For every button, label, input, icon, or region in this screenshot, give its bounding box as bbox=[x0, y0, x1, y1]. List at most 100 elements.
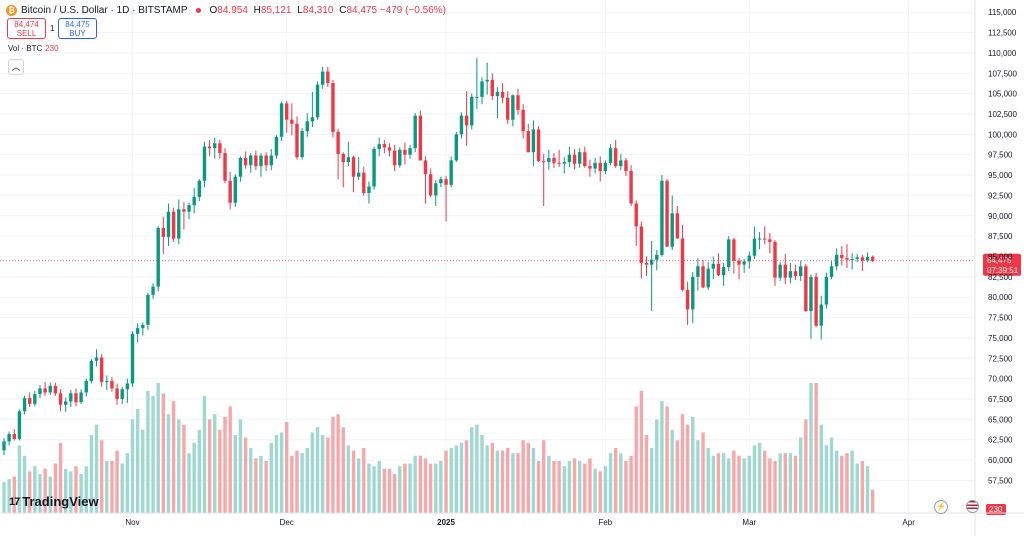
candle-body[interactable] bbox=[110, 381, 114, 389]
candle-body[interactable] bbox=[274, 136, 279, 156]
candle-body[interactable] bbox=[17, 411, 22, 439]
candle-body[interactable] bbox=[603, 162, 608, 171]
candle-body[interactable] bbox=[315, 84, 320, 118]
candle-body[interactable] bbox=[788, 271, 793, 278]
candle-body[interactable] bbox=[572, 154, 577, 164]
candle-body[interactable] bbox=[824, 276, 829, 305]
candle-body[interactable] bbox=[655, 254, 659, 260]
candle-body[interactable] bbox=[341, 153, 345, 163]
candle-body[interactable] bbox=[141, 324, 145, 329]
candle-body[interactable] bbox=[865, 256, 870, 261]
candle-body[interactable] bbox=[320, 71, 325, 85]
candle-body[interactable] bbox=[850, 258, 854, 260]
candle-body[interactable] bbox=[562, 162, 566, 164]
candle-body[interactable] bbox=[413, 115, 417, 149]
candle-body[interactable] bbox=[870, 256, 875, 261]
candle-body[interactable] bbox=[629, 171, 633, 204]
candle-body[interactable] bbox=[608, 148, 613, 163]
candle-body[interactable] bbox=[28, 398, 32, 404]
candle-body[interactable] bbox=[840, 254, 844, 259]
candle-body[interactable] bbox=[583, 152, 587, 167]
candle-body[interactable] bbox=[773, 241, 777, 278]
candle-body[interactable] bbox=[588, 166, 592, 169]
candle-body[interactable] bbox=[187, 205, 191, 212]
candle-body[interactable] bbox=[146, 294, 150, 325]
candle-body[interactable] bbox=[845, 258, 849, 260]
candle-body[interactable] bbox=[521, 109, 525, 132]
candle-body[interactable] bbox=[269, 155, 273, 166]
candle-body[interactable] bbox=[624, 160, 628, 171]
candle-body[interactable] bbox=[542, 161, 546, 163]
candle-body[interactable] bbox=[721, 267, 726, 276]
tradingview-logo[interactable]: 17 TradingView bbox=[9, 494, 99, 509]
candle-body[interactable] bbox=[536, 129, 541, 162]
candle-body[interactable] bbox=[855, 257, 859, 259]
candle-body[interactable] bbox=[809, 276, 813, 312]
candle-body[interactable] bbox=[223, 153, 227, 181]
candle-body[interactable] bbox=[326, 71, 330, 84]
candle-body[interactable] bbox=[531, 129, 536, 153]
candle-body[interactable] bbox=[511, 95, 515, 120]
candle-body[interactable] bbox=[526, 131, 530, 153]
candle-body[interactable] bbox=[151, 286, 155, 295]
candle-body[interactable] bbox=[752, 238, 757, 256]
candle-body[interactable] bbox=[12, 434, 16, 439]
candle-body[interactable] bbox=[732, 239, 736, 261]
collapse-chevron-icon[interactable]: ︿ bbox=[8, 59, 24, 75]
candle-body[interactable] bbox=[763, 238, 767, 240]
candle-body[interactable] bbox=[243, 157, 248, 166]
candle-body[interactable] bbox=[310, 117, 315, 122]
candle-body[interactable] bbox=[423, 160, 428, 175]
candle-body[interactable] bbox=[94, 357, 99, 361]
candle-body[interactable] bbox=[464, 115, 469, 126]
candle-body[interactable] bbox=[43, 388, 47, 393]
us-flag-icon[interactable] bbox=[966, 500, 979, 513]
candle-body[interactable] bbox=[737, 260, 741, 265]
candle-body[interactable] bbox=[567, 154, 572, 163]
candle-body[interactable] bbox=[33, 394, 37, 404]
candle-body[interactable] bbox=[598, 162, 602, 171]
candle-body[interactable] bbox=[79, 392, 83, 403]
candle-body[interactable] bbox=[649, 259, 654, 265]
candle-body[interactable] bbox=[125, 383, 130, 390]
candle-body[interactable] bbox=[634, 203, 638, 227]
candle-body[interactable] bbox=[660, 180, 664, 255]
candle-body[interactable] bbox=[593, 162, 597, 169]
candle-body[interactable] bbox=[356, 172, 361, 177]
candle-body[interactable] bbox=[834, 254, 839, 267]
candle-body[interactable] bbox=[300, 131, 304, 158]
candle-body[interactable] bbox=[485, 79, 489, 82]
candle-body[interactable] bbox=[130, 333, 135, 384]
candle-body[interactable] bbox=[434, 183, 438, 196]
candle-body[interactable] bbox=[372, 149, 376, 187]
candle-body[interactable] bbox=[470, 96, 474, 126]
candle-body[interactable] bbox=[115, 388, 119, 399]
candle-body[interactable] bbox=[860, 257, 865, 261]
candle-body[interactable] bbox=[577, 152, 582, 164]
candle-body[interactable] bbox=[408, 148, 412, 155]
candle-body[interactable] bbox=[161, 228, 166, 237]
candle-body[interactable] bbox=[58, 393, 63, 405]
candle-body[interactable] bbox=[166, 211, 171, 237]
candle-body[interactable] bbox=[285, 103, 289, 120]
candle-body[interactable] bbox=[398, 149, 402, 166]
candle-body[interactable] bbox=[675, 213, 680, 239]
candle-body[interactable] bbox=[259, 155, 263, 167]
candle-body[interactable] bbox=[84, 381, 88, 393]
candle-body[interactable] bbox=[213, 143, 217, 149]
candle-body[interactable] bbox=[336, 131, 340, 154]
candle-body[interactable] bbox=[793, 271, 798, 277]
candle-body[interactable] bbox=[53, 385, 58, 394]
candle-body[interactable] bbox=[475, 96, 479, 98]
candle-body[interactable] bbox=[38, 388, 42, 395]
candle-body[interactable] bbox=[377, 144, 381, 150]
candle-body[interactable] bbox=[331, 83, 335, 132]
candle-body[interactable] bbox=[778, 264, 782, 278]
candle-body[interactable] bbox=[799, 266, 803, 277]
candle-body[interactable] bbox=[670, 213, 674, 247]
candle-body[interactable] bbox=[89, 360, 94, 382]
candle-body[interactable] bbox=[449, 160, 453, 185]
candle-body[interactable] bbox=[63, 401, 68, 405]
candle-body[interactable] bbox=[742, 261, 746, 265]
